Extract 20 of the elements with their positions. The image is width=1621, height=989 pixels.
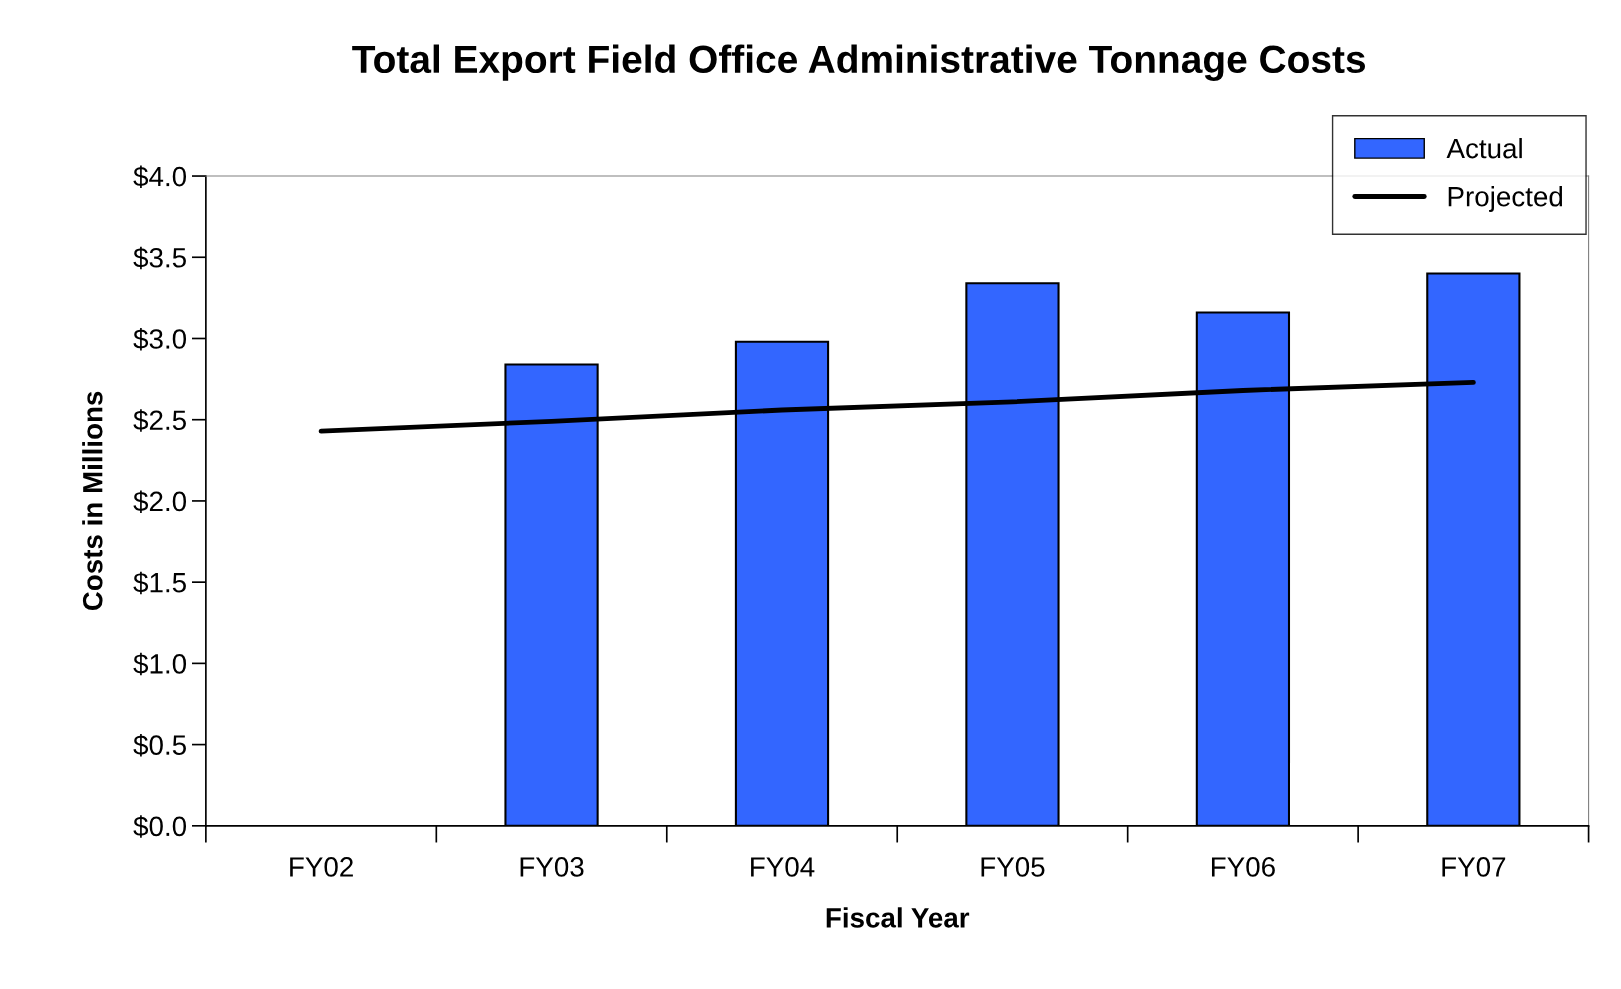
- y-tick-label: $3.5: [133, 246, 186, 270]
- x-tick-label: FY04: [751, 857, 815, 877]
- x-tick-label: FY07: [1442, 857, 1506, 877]
- y-tick-label: $0.5: [133, 734, 186, 757]
- y-tick-label: $2.5: [133, 409, 186, 432]
- x-tick-label: FY03: [520, 857, 584, 877]
- x-tick-label: FY02: [290, 857, 353, 877]
- y-tick-label: $1.5: [133, 571, 186, 595]
- y-axis-title: Costs in Millions: [82, 391, 103, 611]
- y-tick-label: $4.0: [133, 165, 187, 189]
- x-axis-title: Fiscal Year: [826, 907, 970, 928]
- x-tick-label: FY05: [981, 857, 1045, 877]
- y-tick-label: $3.0: [133, 327, 187, 351]
- legend-label: Actual: [1446, 137, 1522, 159]
- y-tick-label: $2.0: [133, 490, 187, 513]
- chart-title: Total Export Field Office Administrative Tonnage Costs: [352, 44, 1365, 81]
- legend-label: Projected: [1448, 186, 1563, 212]
- y-tick-label: $1.0: [133, 652, 187, 676]
- x-tick-label: FY06: [1211, 857, 1275, 877]
- y-tick-label: $0.0: [133, 815, 187, 838]
